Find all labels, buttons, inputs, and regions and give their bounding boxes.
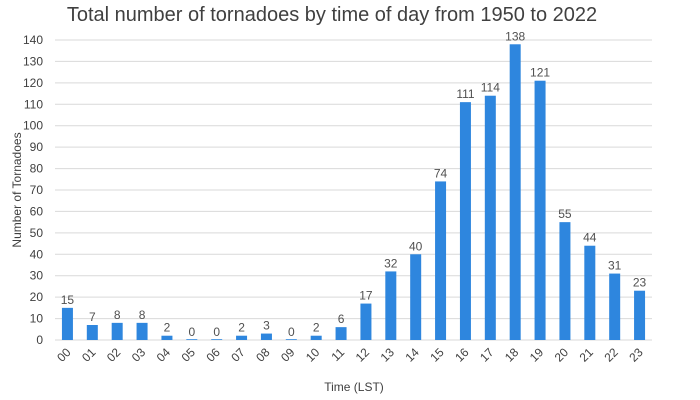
data-label-13: 32 xyxy=(384,256,398,270)
data-label-03: 8 xyxy=(139,308,146,322)
data-label-06: 0 xyxy=(213,325,220,339)
x-tick-label: 11 xyxy=(328,345,347,364)
x-tick-label: 23 xyxy=(626,345,646,365)
data-label-20: 55 xyxy=(558,207,572,221)
bar-02 xyxy=(111,322,123,340)
x-tick-label: 14 xyxy=(402,345,422,365)
data-label-09: 0 xyxy=(288,325,295,339)
data-label-11: 6 xyxy=(338,312,345,326)
bar-21 xyxy=(584,245,596,340)
x-tick-label: 07 xyxy=(228,345,248,365)
x-tick-label: 00 xyxy=(54,345,74,365)
x-tick-label: 06 xyxy=(203,345,223,365)
x-tick-label: 03 xyxy=(129,345,149,365)
bar-03 xyxy=(136,322,148,340)
x-tick-label: 12 xyxy=(353,345,373,365)
bar-18 xyxy=(509,44,521,341)
data-label-04: 2 xyxy=(164,321,171,335)
data-label-07: 2 xyxy=(238,321,245,335)
bar-00 xyxy=(61,307,73,340)
data-label-15: 74 xyxy=(434,166,448,180)
bar-07 xyxy=(236,335,248,340)
bar-12 xyxy=(360,303,372,340)
data-label-02: 8 xyxy=(114,308,121,322)
data-label-16: 111 xyxy=(456,87,475,101)
bar-08 xyxy=(260,333,272,340)
data-label-19: 121 xyxy=(530,66,550,80)
bar-09 xyxy=(285,339,297,340)
y-tick-label: 100 xyxy=(23,119,43,133)
x-tick-label: 19 xyxy=(527,345,547,365)
y-tick-label: 130 xyxy=(23,54,43,68)
y-axis-ticks: 0 10 20 30 40 50 60 70 80 90 100 110 120 130 140 xyxy=(23,33,43,347)
bar-11 xyxy=(335,327,347,340)
x-tick-label: 09 xyxy=(278,345,298,365)
data-label-22: 31 xyxy=(608,259,622,273)
bars xyxy=(61,44,646,341)
data-label-14: 40 xyxy=(409,239,423,253)
bar-17 xyxy=(484,95,496,340)
x-tick-label: 02 xyxy=(104,345,124,365)
data-label-18: 138 xyxy=(505,29,525,43)
x-tick-label: 04 xyxy=(154,345,174,365)
y-tick-label: 30 xyxy=(30,269,44,283)
x-tick-label: 18 xyxy=(502,345,522,365)
data-label-21: 44 xyxy=(583,231,597,245)
x-tick-label: 20 xyxy=(552,345,572,365)
chart-title: Total number of tornadoes by time of day… xyxy=(67,4,597,26)
y-tick-label: 110 xyxy=(24,97,43,111)
bar-20 xyxy=(559,222,571,340)
bar-19 xyxy=(534,80,546,340)
bar-10 xyxy=(310,335,322,340)
x-tick-label: 15 xyxy=(427,345,447,365)
bar-14 xyxy=(410,254,422,340)
y-axis-label: Number of Tornadoes xyxy=(10,132,24,247)
data-label-00: 15 xyxy=(61,293,75,307)
gridlines xyxy=(55,39,652,341)
x-tick-label: 05 xyxy=(179,345,199,365)
x-axis-label: Time (LST) xyxy=(324,380,384,394)
data-label-08: 3 xyxy=(263,319,270,333)
y-tick-label: 90 xyxy=(30,140,44,154)
y-tick-label: 20 xyxy=(30,290,44,304)
x-tick-label: 01 xyxy=(79,345,99,365)
y-tick-label: 120 xyxy=(23,76,43,90)
data-label-23: 23 xyxy=(633,276,647,290)
bar-04 xyxy=(161,335,173,340)
bar-01 xyxy=(86,325,98,340)
x-tick-label: 17 xyxy=(477,345,497,365)
y-tick-label: 50 xyxy=(30,226,44,240)
x-tick-label: 16 xyxy=(452,345,472,365)
data-label-12: 17 xyxy=(359,289,373,303)
y-tick-label: 10 xyxy=(30,312,44,326)
bar-15 xyxy=(435,181,447,340)
x-tick-label: 13 xyxy=(378,345,398,365)
bar-06 xyxy=(211,339,223,340)
y-tick-label: 0 xyxy=(36,333,43,347)
x-tick-label: 21 xyxy=(577,345,597,365)
y-tick-label: 70 xyxy=(30,183,44,197)
bar-05 xyxy=(186,339,198,340)
x-tick-label: 08 xyxy=(253,345,273,365)
y-tick-label: 140 xyxy=(23,33,43,47)
x-tick-label: 22 xyxy=(601,345,621,365)
y-tick-label: 40 xyxy=(30,247,44,261)
bar-22 xyxy=(609,273,621,340)
bar-13 xyxy=(385,271,397,340)
data-label-05: 0 xyxy=(188,325,195,339)
data-label-17: 114 xyxy=(481,81,500,95)
y-tick-label: 80 xyxy=(30,162,44,176)
data-label-01: 7 xyxy=(89,310,96,324)
data-label-10: 2 xyxy=(313,321,320,335)
x-tick-label: 10 xyxy=(303,345,323,365)
y-tick-label: 60 xyxy=(30,204,44,218)
bar-16 xyxy=(459,102,471,341)
bar-23 xyxy=(634,290,646,340)
x-axis-ticks: 00 01 02 03 04 05 06 07 08 09 10 11 12 13 14 15 16 17 18 19… xyxy=(54,345,646,365)
